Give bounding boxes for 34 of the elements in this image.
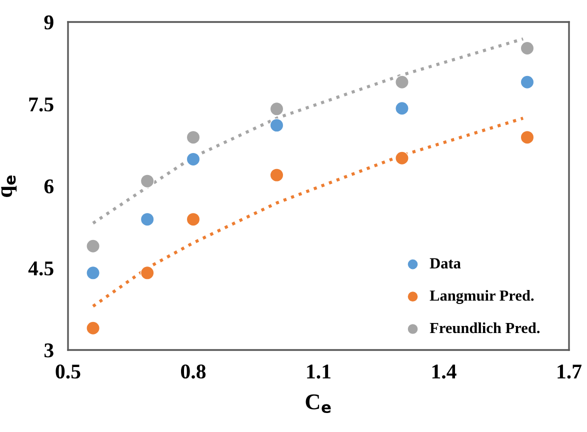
point [140,174,154,188]
point [86,239,100,254]
y-tick-label: 3 [44,343,54,358]
point [270,168,284,182]
x-axis-title: C$_{e}$ [306,394,331,414]
point [186,152,200,166]
y-tick-label: 9 [44,15,54,30]
point [140,266,154,280]
point [86,321,100,336]
x-tick-label: 0.8 [181,364,206,379]
point [520,130,534,144]
point [186,212,200,226]
point [270,118,284,132]
point [395,101,409,116]
x-tick-label: 1.1 [307,364,330,379]
point [140,212,154,226]
point [186,130,200,144]
x-tick-label: 1.7 [558,364,582,379]
y-tick-label: 6 [44,179,54,194]
point [520,41,534,56]
point [86,266,100,280]
legend-label: Data [430,258,461,268]
line-series [92,37,525,225]
point [395,151,409,166]
point [270,102,284,116]
point [520,75,534,90]
point [395,75,409,90]
x-tick-label: 1.4 [432,364,456,379]
y-tick-label: 7.5 [29,98,54,112]
y-axis-title: q$_{e}$ [1,176,17,197]
legend-label: Freundlich Pred. [430,322,540,334]
x-tick-label: 0.5 [56,364,80,379]
legend-label: Langmuir Pred. [430,290,534,304]
y-tick-label: 4.5 [28,262,54,276]
